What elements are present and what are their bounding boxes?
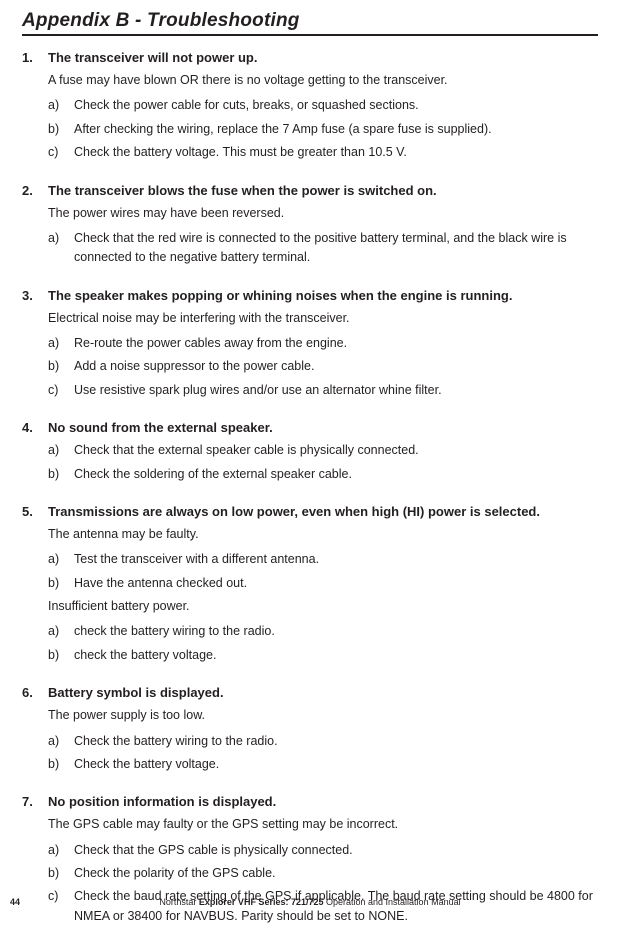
troubleshooting-section: 5.Transmissions are always on low power,…	[22, 504, 598, 665]
section-title: Transmissions are always on low power, e…	[48, 504, 540, 519]
section-intro: The GPS cable may faulty or the GPS sett…	[48, 815, 598, 834]
section-step: b)Add a noise suppressor to the power ca…	[48, 357, 598, 376]
section-number: 5.	[22, 504, 48, 519]
step-text: Check the soldering of the external spea…	[74, 465, 352, 484]
footer-prefix: Northstar	[159, 897, 199, 907]
step-text: Check that the GPS cable is physically c…	[74, 841, 353, 860]
section-intro: Insufficient battery power.	[48, 597, 598, 616]
section-heading: 7.No position information is displayed.	[22, 794, 598, 809]
section-heading: 1.The transceiver will not power up.	[22, 50, 598, 65]
step-text: Check the battery voltage. This must be …	[74, 143, 407, 162]
section-step: a)Check that the external speaker cable …	[48, 441, 598, 460]
troubleshooting-section: 2.The transceiver blows the fuse when th…	[22, 183, 598, 268]
step-letter: b)	[48, 755, 74, 774]
footer-suffix: Operation and Installation Manual	[324, 897, 461, 907]
section-step: c)Use resistive spark plug wires and/or …	[48, 381, 598, 400]
section-step: a)Check the power cable for cuts, breaks…	[48, 96, 598, 115]
footer-bold: Explorer VHF Series: 721/725	[199, 897, 324, 907]
step-text: Add a noise suppressor to the power cabl…	[74, 357, 314, 376]
step-text: After checking the wiring, replace the 7…	[74, 120, 492, 139]
step-text: Check the battery wiring to the radio.	[74, 732, 278, 751]
section-number: 1.	[22, 50, 48, 65]
step-text: Check the battery voltage.	[74, 755, 219, 774]
page-footer: 44 Northstar Explorer VHF Series: 721/72…	[0, 897, 620, 907]
section-title: The transceiver blows the fuse when the …	[48, 183, 437, 198]
step-letter: b)	[48, 120, 74, 139]
section-step: b)Check the soldering of the external sp…	[48, 465, 598, 484]
section-number: 2.	[22, 183, 48, 198]
step-text: Test the transceiver with a different an…	[74, 550, 319, 569]
section-heading: 4.No sound from the external speaker.	[22, 420, 598, 435]
section-step: a)Test the transceiver with a different …	[48, 550, 598, 569]
troubleshooting-section: 1.The transceiver will not power up. A fu…	[22, 50, 598, 163]
section-step: a)Re-route the power cables away from th…	[48, 334, 598, 353]
section-number: 3.	[22, 288, 48, 303]
step-letter: a)	[48, 841, 74, 860]
section-heading: 6.Battery symbol is displayed.	[22, 685, 598, 700]
step-text: check the battery wiring to the radio.	[74, 622, 275, 641]
section-number: 7.	[22, 794, 48, 809]
section-heading: 2.The transceiver blows the fuse when th…	[22, 183, 598, 198]
troubleshooting-sections: 1.The transceiver will not power up. A fu…	[22, 50, 598, 926]
step-text: Use resistive spark plug wires and/or us…	[74, 381, 442, 400]
section-step: b)Have the antenna checked out.	[48, 574, 598, 593]
troubleshooting-section: 4.No sound from the external speaker. a)C…	[22, 420, 598, 484]
step-text: check the battery voltage.	[74, 646, 216, 665]
step-letter: b)	[48, 574, 74, 593]
section-title: No position information is displayed.	[48, 794, 276, 809]
section-step: a)Check that the red wire is connected t…	[48, 229, 598, 268]
step-text: Check the polarity of the GPS cable.	[74, 864, 276, 883]
step-text: Re-route the power cables away from the …	[74, 334, 347, 353]
section-step: a)Check that the GPS cable is physically…	[48, 841, 598, 860]
section-number: 6.	[22, 685, 48, 700]
step-text: Check that the external speaker cable is…	[74, 441, 419, 460]
section-step: b)Check the battery voltage.	[48, 755, 598, 774]
step-letter: a)	[48, 550, 74, 569]
step-letter: a)	[48, 622, 74, 641]
section-step: a)check the battery wiring to the radio.	[48, 622, 598, 641]
section-intro: The antenna may be faulty.	[48, 525, 598, 544]
section-number: 4.	[22, 420, 48, 435]
step-letter: c)	[48, 381, 74, 400]
section-title: No sound from the external speaker.	[48, 420, 273, 435]
section-title: The speaker makes popping or whining noi…	[48, 288, 512, 303]
section-step: b)After checking the wiring, replace the…	[48, 120, 598, 139]
section-heading: 5.Transmissions are always on low power,…	[22, 504, 598, 519]
step-letter: b)	[48, 646, 74, 665]
footer-text: Northstar Explorer VHF Series: 721/725 O…	[120, 897, 620, 907]
troubleshooting-section: 6.Battery symbol is displayed. The power …	[22, 685, 598, 774]
step-letter: a)	[48, 229, 74, 268]
section-step: a)Check the battery wiring to the radio.	[48, 732, 598, 751]
section-intro: Electrical noise may be interfering with…	[48, 309, 598, 328]
step-letter: b)	[48, 465, 74, 484]
step-text: Have the antenna checked out.	[74, 574, 247, 593]
step-text: Check that the red wire is connected to …	[74, 229, 598, 268]
step-letter: a)	[48, 96, 74, 115]
section-title: The transceiver will not power up.	[48, 50, 258, 65]
section-step: c)Check the battery voltage. This must b…	[48, 143, 598, 162]
section-intro: A fuse may have blown OR there is no vol…	[48, 71, 598, 90]
step-letter: a)	[48, 732, 74, 751]
section-intro: The power wires may have been reversed.	[48, 204, 598, 223]
section-intro: The power supply is too low.	[48, 706, 598, 725]
troubleshooting-section: 3.The speaker makes popping or whining n…	[22, 288, 598, 401]
step-letter: b)	[48, 357, 74, 376]
step-letter: c)	[48, 143, 74, 162]
section-heading: 3.The speaker makes popping or whining n…	[22, 288, 598, 303]
step-letter: b)	[48, 864, 74, 883]
section-step: b)check the battery voltage.	[48, 646, 598, 665]
section-step: b)Check the polarity of the GPS cable.	[48, 864, 598, 883]
step-letter: a)	[48, 441, 74, 460]
step-text: Check the power cable for cuts, breaks, …	[74, 96, 419, 115]
appendix-title: Appendix B - Troubleshooting	[22, 10, 598, 36]
step-letter: a)	[48, 334, 74, 353]
page-number: 44	[0, 897, 120, 907]
section-title: Battery symbol is displayed.	[48, 685, 224, 700]
